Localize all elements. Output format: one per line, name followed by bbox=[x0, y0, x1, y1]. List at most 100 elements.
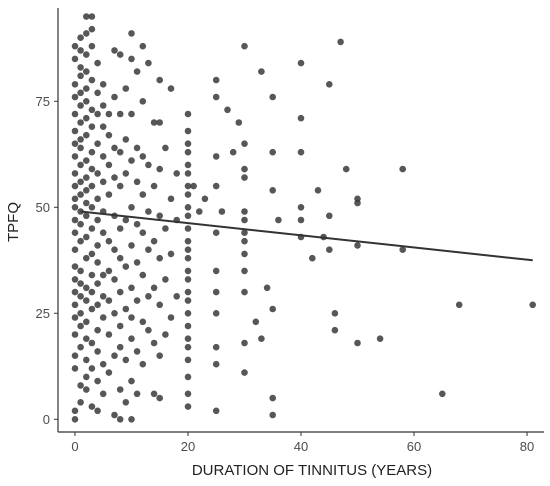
data-point bbox=[122, 170, 130, 177]
data-point bbox=[94, 110, 101, 118]
data-point bbox=[196, 208, 203, 215]
data-point bbox=[162, 225, 169, 232]
data-point bbox=[116, 288, 124, 296]
data-point bbox=[77, 208, 84, 215]
data-point bbox=[77, 310, 84, 317]
data-point bbox=[94, 195, 101, 203]
data-point bbox=[241, 250, 248, 258]
data-point bbox=[167, 85, 175, 92]
data-point bbox=[99, 229, 107, 236]
data-point bbox=[111, 174, 118, 181]
data-point bbox=[111, 352, 118, 360]
data-point bbox=[184, 356, 192, 364]
data-point bbox=[94, 280, 101, 287]
data-point bbox=[111, 276, 118, 283]
data-point bbox=[83, 68, 90, 75]
data-point bbox=[105, 131, 113, 139]
data-point bbox=[122, 85, 130, 92]
data-point bbox=[314, 187, 322, 194]
data-point bbox=[105, 267, 113, 275]
data-point bbox=[83, 373, 90, 381]
data-point bbox=[116, 182, 124, 190]
data-point bbox=[297, 114, 305, 122]
data-point bbox=[184, 403, 192, 410]
data-point bbox=[116, 322, 124, 330]
data-point bbox=[145, 326, 152, 334]
data-point bbox=[212, 267, 220, 275]
data-point bbox=[71, 153, 79, 160]
data-point bbox=[376, 335, 384, 343]
data-point bbox=[133, 220, 141, 228]
data-point bbox=[269, 394, 277, 402]
data-point bbox=[83, 318, 90, 326]
data-point bbox=[297, 204, 305, 211]
data-point bbox=[88, 305, 96, 313]
data-point bbox=[83, 157, 90, 164]
data-point bbox=[184, 191, 192, 198]
data-point bbox=[99, 390, 107, 398]
data-point bbox=[71, 263, 79, 270]
data-point bbox=[111, 310, 118, 317]
data-point bbox=[83, 254, 90, 262]
data-point bbox=[184, 322, 192, 330]
data-point bbox=[83, 131, 90, 139]
data-point bbox=[88, 165, 96, 173]
data-point bbox=[269, 411, 277, 419]
data-point bbox=[77, 293, 84, 300]
data-point bbox=[145, 293, 152, 300]
data-point bbox=[269, 93, 277, 101]
data-point bbox=[184, 373, 192, 381]
data-point bbox=[105, 297, 113, 304]
data-point bbox=[269, 305, 277, 313]
data-point bbox=[83, 386, 90, 393]
data-point bbox=[71, 301, 79, 309]
data-point bbox=[83, 114, 90, 122]
data-point bbox=[105, 191, 113, 198]
data-point bbox=[88, 13, 96, 20]
data-point bbox=[99, 153, 107, 160]
data-point bbox=[122, 356, 130, 364]
data-point bbox=[122, 216, 130, 224]
data-point bbox=[212, 310, 220, 317]
data-point bbox=[71, 170, 79, 177]
data-point bbox=[94, 216, 101, 224]
data-point bbox=[94, 259, 101, 266]
data-point bbox=[128, 110, 135, 118]
data-point bbox=[83, 297, 90, 304]
data-point bbox=[71, 216, 79, 224]
data-point bbox=[88, 76, 96, 84]
data-point bbox=[71, 93, 79, 101]
data-point bbox=[150, 284, 158, 292]
data-point bbox=[326, 212, 333, 220]
data-point bbox=[529, 301, 536, 309]
data-point bbox=[128, 242, 135, 249]
data-point bbox=[184, 161, 192, 169]
data-point bbox=[105, 110, 113, 118]
data-point bbox=[71, 204, 79, 211]
data-point bbox=[354, 339, 361, 347]
data-point bbox=[77, 267, 84, 275]
data-point bbox=[354, 242, 361, 249]
data-point bbox=[145, 208, 152, 215]
data-point bbox=[71, 352, 79, 360]
data-point bbox=[133, 297, 141, 304]
data-point bbox=[139, 360, 147, 368]
y-axis-ticks: 0 25 50 75 bbox=[36, 94, 58, 427]
y-tick-label: 0 bbox=[43, 412, 50, 427]
data-point bbox=[88, 288, 96, 296]
y-tick-label: 50 bbox=[36, 200, 50, 215]
data-point bbox=[71, 314, 79, 321]
data-point bbox=[145, 59, 152, 67]
data-point bbox=[184, 335, 192, 343]
data-point bbox=[77, 144, 84, 152]
data-point bbox=[326, 81, 333, 88]
data-point bbox=[128, 55, 135, 63]
data-point bbox=[88, 271, 96, 279]
data-point bbox=[184, 110, 192, 118]
data-point bbox=[212, 93, 220, 101]
data-point bbox=[71, 407, 79, 415]
data-point bbox=[184, 127, 192, 135]
x-axis-ticks: 0 20 40 60 80 bbox=[71, 432, 534, 454]
data-point bbox=[184, 297, 192, 304]
